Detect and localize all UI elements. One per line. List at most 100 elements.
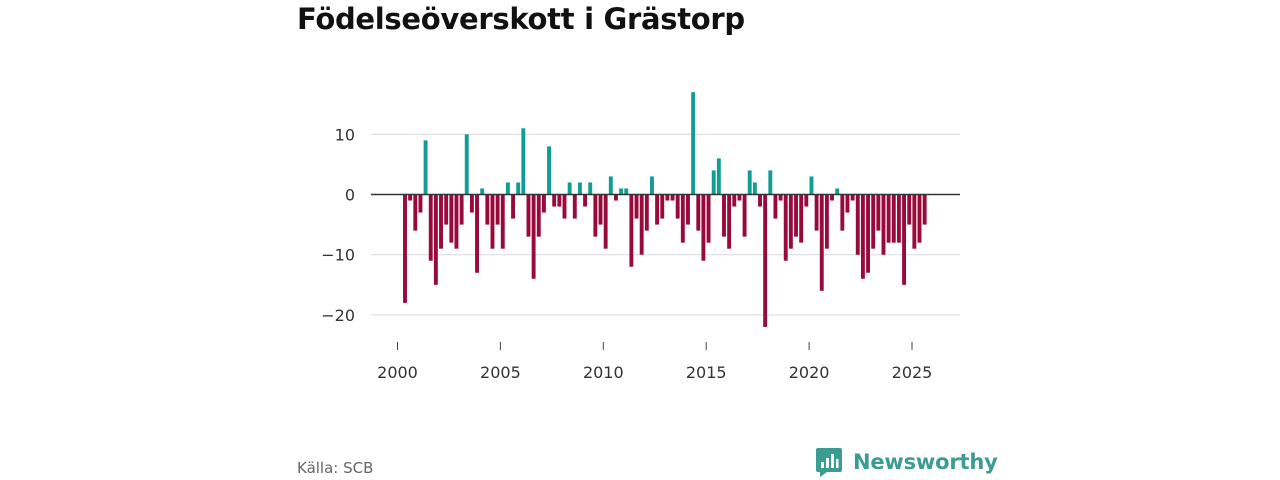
x-tick-label: 2005 — [480, 363, 521, 382]
bar — [655, 194, 660, 225]
bar — [778, 194, 783, 201]
bar — [907, 194, 912, 225]
brand-name: Newsworthy — [853, 450, 998, 474]
bar — [824, 194, 829, 249]
bar — [428, 194, 433, 261]
bar — [552, 194, 557, 207]
bar — [624, 188, 629, 195]
bar — [773, 194, 778, 219]
bar — [480, 188, 485, 195]
bar — [747, 170, 752, 195]
bar — [799, 194, 804, 243]
bar — [557, 194, 562, 207]
bar — [716, 158, 721, 195]
bar — [711, 170, 716, 195]
bar — [737, 194, 742, 201]
bar — [593, 194, 598, 237]
bar — [871, 194, 876, 249]
chart: 10 0 −10 −20 2000 2005 2010 2015 2020 2025 — [321, 92, 960, 382]
bar — [449, 194, 454, 243]
bar — [464, 134, 469, 195]
bar — [444, 194, 449, 225]
bar — [650, 176, 654, 195]
bar — [495, 194, 500, 225]
bar — [727, 194, 732, 249]
bar — [850, 194, 855, 201]
newsworthy-icon — [816, 448, 842, 477]
x-tick-label: 2025 — [892, 363, 933, 382]
bar — [835, 188, 840, 195]
bar — [917, 194, 922, 243]
x-tick-label: 2020 — [789, 363, 830, 382]
bar — [619, 188, 624, 195]
bar — [531, 194, 536, 279]
bar — [572, 194, 577, 219]
bar — [845, 194, 850, 213]
bar — [819, 194, 824, 291]
bar — [511, 194, 515, 219]
bar — [891, 194, 896, 243]
bar — [439, 194, 443, 249]
bar — [516, 182, 521, 195]
bar — [490, 194, 495, 249]
bar — [809, 176, 814, 195]
bar — [629, 194, 634, 267]
bar — [696, 194, 701, 231]
bar — [433, 194, 438, 285]
bar — [830, 194, 834, 201]
bar — [675, 194, 680, 219]
bar — [722, 194, 726, 237]
bar — [459, 194, 464, 225]
bar — [804, 194, 809, 207]
bar — [686, 194, 690, 225]
y-tick-label: 0 — [345, 186, 355, 205]
bar — [475, 194, 479, 273]
bar — [742, 194, 747, 237]
bar — [680, 194, 685, 243]
bar — [840, 194, 845, 231]
bar — [547, 146, 552, 195]
x-tick-label: 2000 — [377, 363, 418, 382]
bar — [634, 194, 639, 219]
y-tick-label: −10 — [321, 246, 355, 265]
bar — [763, 194, 768, 327]
bar — [706, 194, 711, 243]
brand-logo[interactable]: Newsworthy — [815, 446, 998, 478]
bar — [500, 194, 505, 249]
bar — [423, 140, 428, 195]
bar — [403, 194, 407, 303]
bar — [536, 194, 541, 237]
bar — [608, 176, 613, 195]
bar — [639, 194, 644, 255]
bar — [912, 194, 917, 249]
bar — [598, 194, 603, 225]
bar — [526, 194, 531, 237]
bar — [614, 194, 618, 201]
bar — [408, 194, 413, 201]
bar — [886, 194, 891, 243]
bar — [783, 194, 788, 261]
bar — [881, 194, 886, 255]
x-tick-label: 2015 — [686, 363, 727, 382]
y-tick-label: −20 — [321, 306, 355, 325]
bar — [577, 182, 582, 195]
chart-title: Födelseöverskott i Grästorp — [297, 2, 745, 36]
bar — [521, 128, 526, 195]
bar — [866, 194, 870, 273]
bar — [752, 182, 757, 195]
bar — [876, 194, 881, 231]
bar — [469, 194, 474, 213]
source-note: Källa: SCB — [297, 459, 374, 477]
bar — [644, 194, 649, 231]
bar — [922, 194, 927, 225]
bars — [403, 92, 927, 327]
bar — [691, 92, 696, 195]
y-axis-ticks: 10 0 −10 −20 — [321, 125, 355, 325]
bar — [732, 194, 737, 207]
bar — [562, 194, 567, 219]
bar — [896, 194, 901, 243]
bar — [418, 194, 423, 213]
y-tick-label: 10 — [335, 125, 355, 144]
bar — [788, 194, 793, 249]
bar — [794, 194, 798, 237]
